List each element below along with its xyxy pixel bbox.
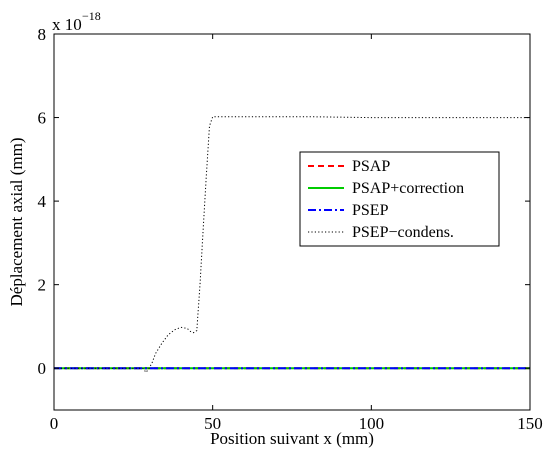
y-tick-label: 8 bbox=[38, 25, 47, 44]
tick-labels: 0 50 100 150 0 2 4 6 8 bbox=[38, 25, 543, 433]
plot-lines bbox=[54, 116, 530, 374]
legend: PSAP PSAP+correction PSEP PSEP−condens. bbox=[299, 151, 500, 247]
series-line-3 bbox=[54, 116, 530, 374]
x-tick-label: 50 bbox=[204, 414, 221, 433]
ticks bbox=[53, 33, 531, 410]
legend-label-0: PSAP bbox=[352, 158, 390, 175]
axes-box bbox=[53, 33, 531, 411]
legend-label-3: PSEP−condens. bbox=[352, 224, 454, 241]
y-multiplier: x 10 −18 bbox=[52, 9, 101, 34]
y-tick-label: 2 bbox=[38, 276, 47, 295]
y-multiplier-base: x 10 bbox=[52, 15, 82, 34]
x-tick-label: 150 bbox=[517, 414, 543, 433]
x-tick-label: 0 bbox=[50, 414, 59, 433]
legend-label-1: PSAP+correction bbox=[352, 180, 464, 197]
x-axis-label: Position suivant x (mm) bbox=[210, 429, 374, 448]
y-tick-label: 6 bbox=[38, 109, 47, 128]
legend-box bbox=[299, 151, 500, 247]
y-axis-label: Déplacement axial (mm) bbox=[7, 138, 26, 307]
y-tick-label: 4 bbox=[38, 192, 47, 211]
y-tick-label: 0 bbox=[38, 359, 47, 378]
x-tick-label: 100 bbox=[359, 414, 385, 433]
y-multiplier-exponent: −18 bbox=[82, 9, 101, 23]
legend-label-2: PSEP bbox=[352, 202, 389, 219]
